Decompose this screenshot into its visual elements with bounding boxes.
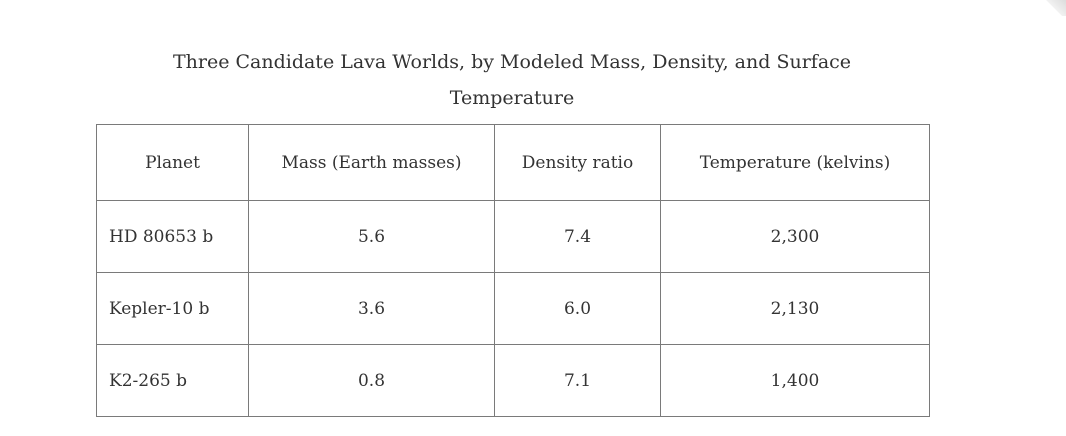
header-density: Density ratio (494, 124, 661, 201)
header-row: Planet Mass (Earth masses) Density ratio… (96, 124, 930, 201)
caption-line-2: Temperature (449, 87, 575, 109)
header-planet: Planet (96, 124, 249, 201)
table-row: Kepler-10 b 3.6 6.0 2,130 (96, 272, 930, 345)
cell-mass: 3.6 (248, 272, 495, 345)
cell-planet: HD 80653 b (96, 200, 249, 273)
cell-planet: Kepler-10 b (96, 272, 249, 345)
caption-line-1: Three Candidate Lava Worlds, by Modeled … (172, 51, 852, 73)
cell-temperature: 2,300 (660, 200, 930, 273)
cell-mass: 0.8 (248, 344, 495, 417)
cell-mass: 5.6 (248, 200, 495, 273)
header-mass: Mass (Earth masses) (248, 124, 495, 201)
cell-temperature: 2,130 (660, 272, 930, 345)
cell-density: 6.0 (494, 272, 661, 345)
table-row: HD 80653 b 5.6 7.4 2,300 (96, 200, 930, 273)
cell-density: 7.1 (494, 344, 661, 417)
cell-density: 7.4 (494, 200, 661, 273)
cell-planet: K2-265 b (96, 344, 249, 417)
table-row: K2-265 b 0.8 7.1 1,400 (96, 344, 930, 417)
table-caption: Three Candidate Lava Worlds, by Modeled … (96, 44, 928, 116)
cell-temperature: 1,400 (660, 344, 930, 417)
header-temperature: Temperature (kelvins) (660, 124, 930, 201)
lava-worlds-table: Planet Mass (Earth masses) Density ratio… (96, 124, 930, 417)
page-corner-fold (1046, 0, 1066, 16)
